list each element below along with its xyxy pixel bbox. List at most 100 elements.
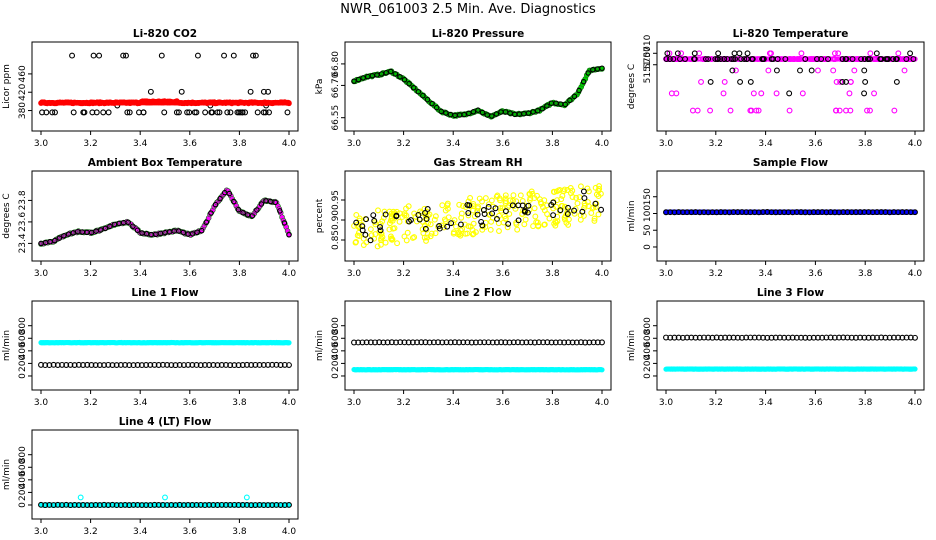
data-point [802,56,809,62]
data-point [262,109,269,116]
data-point [231,501,238,508]
data-point [378,235,385,242]
page-title: NWR_061003 2.5 Min. Ave. Diagnostics [340,2,596,17]
data-point [376,339,383,346]
data-point [819,209,826,216]
x-tick-label: 3.4 [446,139,461,149]
data-point [249,213,256,219]
x-tick-label: 3.6 [496,139,511,149]
y-axis-label: ml/min [627,200,637,231]
data-point [521,207,528,214]
data-point [907,209,914,216]
x-tick-label: 3.4 [133,527,148,537]
data-point [453,223,459,230]
data-point [367,226,374,233]
data-point [392,71,399,77]
data-point [689,107,696,114]
data-point [747,78,754,85]
data-point [731,50,738,57]
y-tick-label: 400 [18,471,28,488]
data-point [786,90,793,97]
data-point [143,362,150,368]
data-point [101,501,108,508]
data-point [910,56,917,62]
data-point [739,209,745,215]
plot-title: Li-820 CO2 [133,28,197,40]
data-point [726,334,733,341]
data-point [218,501,225,508]
x-tick-label: 4.0 [595,269,610,279]
data-point [97,227,104,233]
x-tick-label: 3.2 [83,269,97,279]
panel-line3: Line 3 Flow ml/min 3.0 3.2 3.4 3.6 3.8 4.0 02004… [627,287,925,408]
data-point [353,211,360,218]
data-point [502,192,509,199]
data-point [235,206,242,213]
x-tick-label: 3.0 [659,398,674,408]
data-point [739,334,745,341]
data-point [401,339,408,346]
x-tick-label: 3.0 [347,139,362,149]
x-tick-label: 3.0 [34,527,49,537]
data-point [747,334,754,341]
data-point [667,209,674,216]
data-point [92,362,99,368]
data-point [138,502,145,509]
data-point [692,209,699,216]
data-point [565,339,572,346]
data-point [571,207,578,214]
data-point [105,502,112,509]
data-point [387,68,394,75]
y-axis-label: ml/min [2,459,12,490]
data-point [743,209,750,216]
data-point [847,107,854,114]
x-tick-label: 3.0 [34,139,49,149]
data-point [755,334,762,341]
data-point [886,334,893,341]
data-point [734,334,741,341]
data-point [404,229,411,236]
data-point [420,230,427,237]
data-point [707,78,714,85]
data-point [596,183,602,190]
data-point [531,205,538,212]
data-point [234,109,241,116]
data-point [772,334,779,341]
data-point [96,52,103,59]
data-point [353,238,359,245]
y-tick-label: 200 [18,484,28,501]
data-point [424,96,431,103]
data-point [569,339,576,346]
data-point [738,56,745,62]
data-point [390,225,397,232]
data-point [460,339,467,346]
data-point [100,109,107,116]
y-tick-label: 0 [18,502,28,508]
data-point [568,190,574,197]
data-point [379,234,386,241]
data-point [498,339,505,346]
data-point [123,52,129,59]
y-tick-label: 0 [331,373,341,379]
data-point [117,361,124,368]
data-point [663,334,669,341]
data-point [355,76,362,83]
data-point [50,502,57,508]
data-point [747,107,754,114]
data-point [252,361,259,368]
data-point [197,362,204,369]
data-point [544,103,550,109]
data-point [532,213,539,220]
data-point [773,90,780,97]
data-point [857,209,864,216]
x-tick-label: 3.8 [232,527,247,537]
data-point [832,107,839,114]
data-point [701,334,707,341]
data-point [751,334,758,341]
data-point [96,502,103,509]
data-point [574,200,581,207]
data-point [691,56,698,62]
data-point [737,78,744,85]
data-point [515,217,522,224]
